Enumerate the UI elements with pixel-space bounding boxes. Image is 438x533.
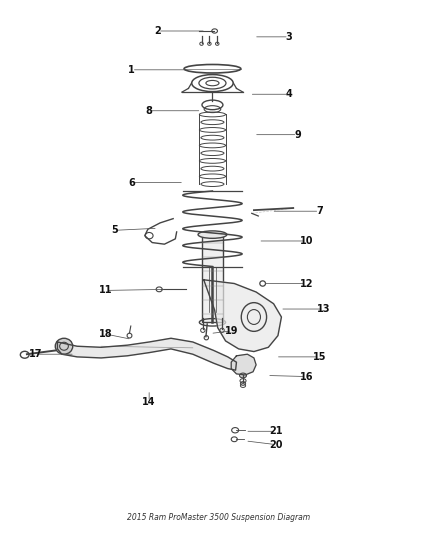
- Text: 2015 Ram ProMaster 3500 Suspension Diagram: 2015 Ram ProMaster 3500 Suspension Diagr…: [127, 513, 311, 522]
- Text: 18: 18: [99, 329, 112, 339]
- Text: 12: 12: [300, 279, 313, 288]
- Text: 4: 4: [286, 89, 292, 99]
- Polygon shape: [204, 280, 282, 352]
- Text: 6: 6: [128, 177, 135, 188]
- Text: 10: 10: [300, 236, 313, 246]
- Text: 15: 15: [313, 352, 326, 362]
- Text: 21: 21: [269, 426, 283, 437]
- Ellipse shape: [55, 338, 73, 354]
- Text: 17: 17: [29, 349, 42, 359]
- Polygon shape: [57, 338, 237, 370]
- Text: 11: 11: [99, 286, 112, 295]
- Text: 5: 5: [111, 225, 117, 236]
- Text: 7: 7: [316, 206, 323, 216]
- Text: 8: 8: [146, 106, 152, 116]
- Text: 9: 9: [294, 130, 301, 140]
- Text: 19: 19: [225, 326, 239, 336]
- Text: 1: 1: [128, 65, 135, 75]
- Text: 2: 2: [155, 26, 161, 36]
- Text: 16: 16: [300, 372, 313, 382]
- Text: 20: 20: [269, 440, 283, 450]
- Polygon shape: [231, 354, 256, 375]
- Bar: [201, 235, 223, 322]
- Text: 3: 3: [286, 32, 292, 42]
- Text: 13: 13: [317, 304, 331, 314]
- Text: 14: 14: [142, 397, 156, 407]
- Ellipse shape: [240, 373, 247, 378]
- Ellipse shape: [198, 231, 227, 238]
